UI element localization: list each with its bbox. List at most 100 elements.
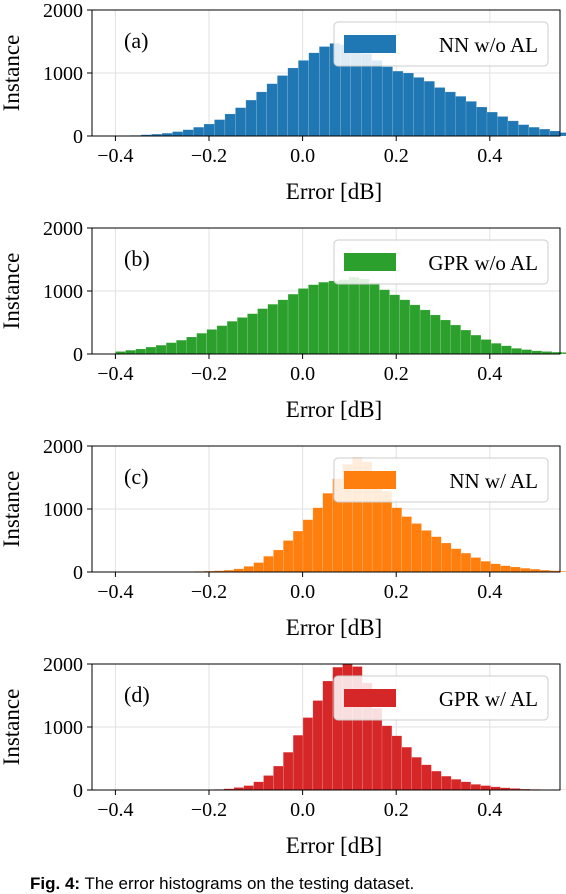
histogram-bar [424, 81, 434, 136]
histogram-bar [466, 101, 476, 136]
legend-label: GPR w/ AL [439, 687, 538, 711]
histogram-bar [278, 300, 288, 354]
histogram-bar [529, 127, 539, 136]
histogram-bar [225, 114, 235, 136]
y-tick-label: 1000 [43, 717, 83, 739]
histogram-bar [471, 784, 481, 790]
histogram-bar [461, 553, 471, 572]
histogram-bar [349, 277, 359, 354]
histogram-bar [329, 281, 339, 354]
histogram-bar [562, 352, 566, 354]
histogram-bar [518, 125, 528, 136]
histogram-bar [410, 305, 420, 354]
y-axis-label: Instance [0, 253, 24, 330]
histogram-bar [393, 71, 403, 136]
histogram-bar [511, 348, 521, 354]
histogram-bar [560, 571, 566, 572]
histogram-bar [313, 701, 323, 790]
histogram-bar [481, 340, 491, 354]
y-axis-label: Instance [0, 471, 24, 548]
histogram-bar [176, 340, 186, 354]
histogram-bar [293, 735, 303, 790]
histogram-bar [435, 87, 445, 136]
y-tick-label: 0 [73, 344, 83, 366]
histogram-bar [359, 279, 369, 354]
histogram-bar [392, 736, 402, 790]
histogram-bar [422, 765, 432, 790]
histogram-bar [323, 493, 333, 572]
histogram-bar [471, 335, 481, 354]
histogram-bar [491, 343, 501, 354]
x-tick-label: 0.0 [290, 363, 315, 385]
histogram-bar [508, 121, 518, 136]
y-tick-label: 2000 [43, 436, 83, 458]
histogram-bar [268, 304, 278, 354]
histogram-bar [477, 107, 487, 136]
histogram-bar [273, 766, 283, 790]
histogram-bar [379, 290, 389, 354]
y-tick-label: 2000 [43, 0, 83, 22]
histogram-bar [247, 314, 257, 354]
y-tick-label: 1000 [43, 281, 83, 303]
y-tick-label: 1000 [43, 499, 83, 521]
histogram-bar [392, 508, 402, 572]
y-tick-label: 0 [73, 126, 83, 148]
x-tick-label: 0.0 [290, 799, 315, 821]
histogram-bar [309, 53, 319, 136]
x-tick-label: 0.4 [477, 581, 502, 603]
histogram-bar [288, 68, 298, 136]
histogram-bar [193, 127, 203, 136]
x-axis-label: Error [dB] [286, 397, 382, 422]
histogram-bar [520, 568, 530, 572]
x-tick-label: 0.0 [290, 581, 315, 603]
x-tick-label: 0.2 [384, 363, 409, 385]
x-tick-label: 0.0 [290, 145, 315, 167]
histogram-bar [126, 350, 136, 354]
histogram-bar [227, 321, 237, 354]
histogram-bar [431, 537, 441, 572]
histogram-bar [258, 309, 268, 354]
histogram-bar [445, 92, 455, 136]
histogram-bar [412, 757, 422, 790]
histogram-bar [246, 100, 256, 136]
x-axis-label: Error [dB] [286, 615, 382, 640]
histogram-bar [461, 330, 471, 354]
histogram-bar [456, 96, 466, 136]
histogram-bar [501, 566, 511, 572]
x-tick-label: −0.2 [191, 799, 227, 821]
histogram-bar [497, 116, 507, 136]
x-tick-label: 0.2 [384, 145, 409, 167]
histogram-bar [471, 558, 481, 572]
histogram-bar [451, 325, 461, 354]
x-tick-label: −0.4 [97, 581, 133, 603]
panel-label: (d) [124, 682, 150, 707]
y-tick-label: 0 [73, 780, 83, 802]
histogram-bar [298, 60, 308, 136]
y-tick-label: 2000 [43, 218, 83, 240]
histogram-bar [303, 718, 313, 790]
histogram-bar [481, 561, 491, 572]
histogram-bar [298, 288, 308, 354]
x-axis-label: Error [dB] [286, 833, 382, 858]
histogram-bar [382, 67, 392, 136]
histogram-bar [288, 294, 298, 354]
histogram-bar [441, 543, 451, 572]
legend-swatch [344, 689, 396, 707]
histogram-bar [172, 132, 182, 136]
histogram-bar [414, 77, 424, 136]
x-tick-label: 0.4 [477, 145, 502, 167]
histogram-bar [264, 556, 274, 572]
x-tick-label: −0.4 [97, 799, 133, 821]
panel-label: (b) [124, 246, 150, 271]
histogram-figure: −0.4 −0.2 0.0 0.2 0.4 0 1000 2000 Error [dB] Inst… [0, 0, 566, 870]
histogram-bar [256, 92, 266, 136]
legend-swatch [344, 471, 396, 489]
histogram-bar [156, 345, 166, 354]
histogram-bar [235, 108, 245, 136]
histogram-bar [267, 84, 277, 136]
legend-label: NN w/ AL [449, 469, 538, 493]
figure-caption: Fig. 4: The error histograms on the test… [30, 874, 566, 894]
histogram-bar [277, 76, 287, 136]
